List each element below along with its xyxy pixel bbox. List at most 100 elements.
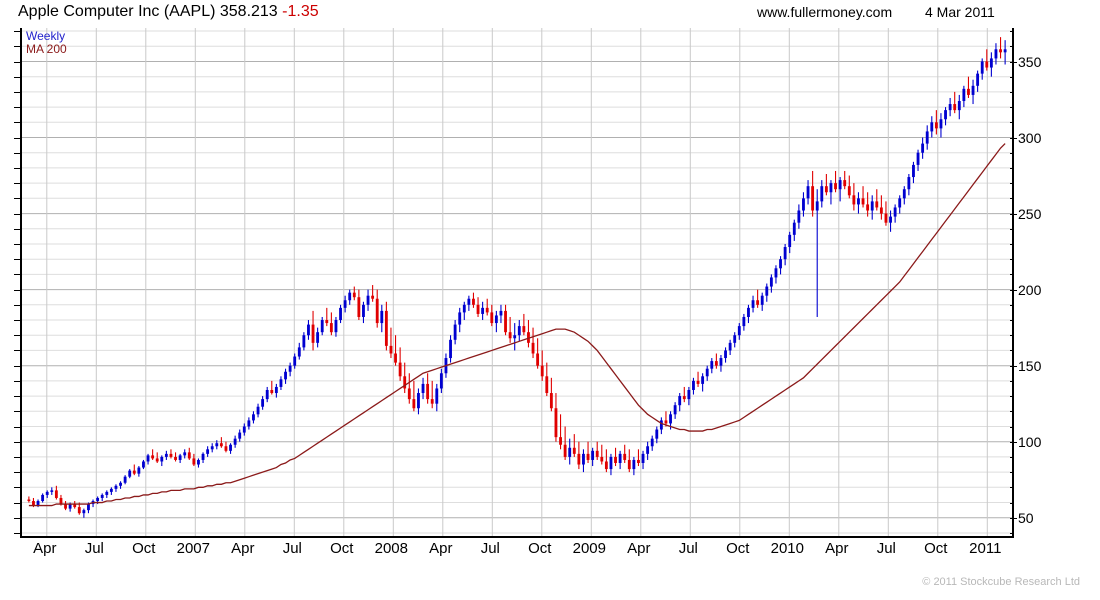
y-axis-tick <box>1010 533 1014 534</box>
y-axis-tick <box>1010 426 1014 428</box>
y-axis-tick-left <box>14 213 20 215</box>
page-title: Apple Computer Inc (AAPL) 358.213 -1.35 <box>18 3 319 21</box>
y-axis-label: 250 <box>1018 205 1042 222</box>
price-change: -1.35 <box>282 3 319 20</box>
y-axis-label: 200 <box>1018 281 1042 298</box>
x-axis-label: Jul <box>84 540 104 557</box>
x-axis-label: 2011 <box>969 540 1002 557</box>
y-axis-tick-left <box>14 380 20 382</box>
y-axis-tick-left <box>14 46 20 48</box>
y-axis-tick-left <box>14 61 20 63</box>
y-axis-tick-left <box>14 259 20 261</box>
x-axis-label: 2007 <box>176 540 210 557</box>
y-axis-tick-left <box>14 533 20 534</box>
y-axis-tick-left <box>14 122 20 124</box>
x-axis-label: Oct <box>726 540 750 557</box>
y-axis-tick <box>1010 244 1014 245</box>
x-axis-label: Apr <box>429 540 453 557</box>
x-axis-label: Jul <box>678 540 698 557</box>
legend-item-ma200: MA 200 <box>26 42 67 56</box>
x-axis-label: Apr <box>825 540 849 557</box>
y-axis-tick <box>1010 487 1014 489</box>
y-axis-tick-left <box>14 244 20 245</box>
x-axis-label: Apr <box>33 540 57 557</box>
y-axis-tick <box>1010 107 1014 109</box>
y-axis-tick-left <box>14 107 20 109</box>
x-axis-label: Oct <box>330 540 354 557</box>
x-axis-label: Oct <box>528 540 552 557</box>
y-axis-tick-left <box>14 350 20 352</box>
y-axis-tick-left <box>14 152 20 154</box>
y-axis-tick-left <box>14 137 20 139</box>
x-axis-label: Apr <box>627 540 651 557</box>
y-axis-tick <box>1010 350 1014 352</box>
y-axis-tick-left <box>14 91 20 93</box>
y-axis-tick <box>1010 213 1017 215</box>
y-axis-tick-left <box>14 365 20 367</box>
instrument-label: Apple Computer Inc (AAPL) 358.213 <box>18 3 278 20</box>
y-axis-tick-left <box>14 274 20 276</box>
y-axis-tick <box>1010 259 1014 261</box>
x-axis-label: Jul <box>282 540 302 557</box>
y-axis-tick <box>1010 396 1014 398</box>
y-axis-tick <box>1010 411 1014 413</box>
y-axis-tick-left <box>14 183 20 185</box>
y-axis-tick-left <box>14 517 20 519</box>
y-axis-label: 350 <box>1018 53 1042 70</box>
y-axis-tick <box>1010 46 1014 48</box>
chart-legend: Weekly MA 200 <box>26 30 67 56</box>
y-axis-tick-left <box>14 487 20 489</box>
y-axis-label: 50 <box>1018 509 1034 526</box>
y-axis-tick-left <box>14 441 20 443</box>
x-axis-label: Oct <box>132 540 156 557</box>
y-axis-label: 100 <box>1018 433 1042 450</box>
y-axis-tick <box>1010 289 1017 291</box>
y-axis-tick-left <box>14 456 20 458</box>
y-axis-tick-left <box>14 198 20 200</box>
y-axis-tick <box>1010 91 1014 93</box>
y-axis-tick <box>1010 76 1014 78</box>
chart-date: 4 Mar 2011 <box>925 4 995 20</box>
x-axis-label: Jul <box>876 540 896 557</box>
y-axis-tick-left <box>14 31 20 32</box>
y-axis-tick <box>1010 320 1014 321</box>
y-axis-tick <box>1010 167 1014 169</box>
y-axis-tick <box>1010 152 1014 154</box>
y-axis-tick <box>1010 517 1017 519</box>
x-axis-label: 2010 <box>770 540 804 557</box>
y-axis-tick-left <box>14 167 20 169</box>
y-axis-tick <box>1010 31 1014 32</box>
y-axis-tick <box>1010 335 1014 337</box>
y-axis-tick <box>1010 441 1017 443</box>
y-axis-tick <box>1010 304 1014 306</box>
y-axis-tick-left <box>14 228 20 230</box>
legend-item-weekly: Weekly <box>26 29 66 43</box>
chart-header: Apple Computer Inc (AAPL) 358.213 -1.35 … <box>0 0 1100 26</box>
x-axis-label: Apr <box>231 540 255 557</box>
y-axis-tick-left <box>14 502 20 504</box>
y-axis-tick <box>1010 380 1014 382</box>
y-axis-tick-left <box>14 411 20 413</box>
y-axis-tick-left <box>14 426 20 428</box>
x-axis-label: 2008 <box>374 540 408 557</box>
y-axis-tick-left <box>14 472 20 474</box>
source-website: www.fullermoney.com <box>757 4 893 20</box>
y-axis-tick-left <box>14 335 20 337</box>
y-axis-tick <box>1010 61 1017 63</box>
copyright-notice: © 2011 Stockcube Research Ltd <box>922 576 1080 588</box>
y-axis-tick <box>1010 183 1014 185</box>
y-axis-tick-left <box>14 304 20 306</box>
y-axis-tick <box>1010 198 1014 200</box>
y-axis-tick <box>1010 502 1014 504</box>
y-axis-label: 150 <box>1018 357 1042 374</box>
y-axis-tick <box>1010 228 1014 230</box>
x-axis-label: Oct <box>924 540 948 557</box>
y-axis-tick-left <box>14 396 20 398</box>
y-axis-tick-left <box>14 320 20 321</box>
y-axis-tick-left <box>14 76 20 78</box>
plot-area: Weekly MA 200 <box>20 28 1014 538</box>
y-axis-tick <box>1010 472 1014 474</box>
y-axis-tick <box>1010 365 1017 367</box>
y-axis-tick <box>1010 456 1014 458</box>
y-axis-tick <box>1010 122 1014 124</box>
